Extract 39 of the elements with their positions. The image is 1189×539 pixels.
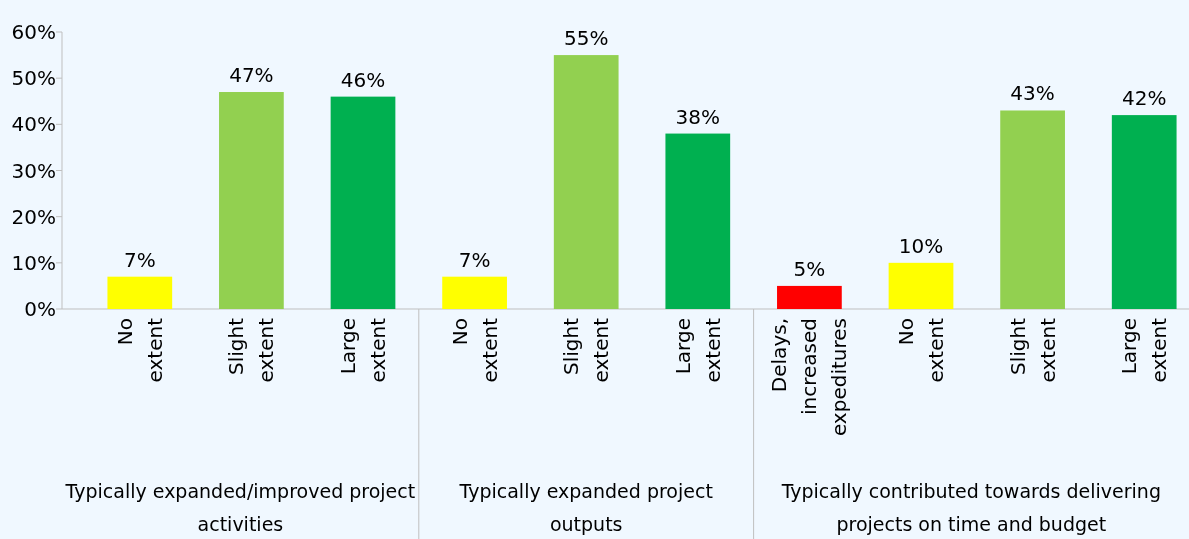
bar: [219, 92, 284, 309]
text: Typically contributed towards delivering projects on time and budget: [780, 480, 1161, 535]
data-label: 47%: [229, 63, 274, 88]
bar: [888, 262, 954, 309]
text: Typically expanded/improved project activities: [64, 480, 416, 535]
y-tick-label: 60%: [11, 20, 56, 44]
x-tick-label: No extent: [112, 317, 167, 383]
x-tick-label: Slight extent: [224, 317, 279, 383]
data-label: 7%: [123, 247, 156, 272]
x-tick-label: Large extent: [336, 317, 390, 383]
data-label: 7%: [458, 247, 491, 272]
x-tick-label: Slight extent: [559, 317, 614, 383]
bar: [665, 133, 731, 309]
y-tick-label: 50%: [11, 66, 56, 91]
y-tick-label: 30%: [11, 158, 56, 183]
bar: [330, 96, 396, 309]
y-tick-label: 20%: [11, 204, 56, 229]
text: Typically expanded project outputs: [458, 480, 713, 535]
bar: [442, 276, 507, 309]
data-label: 55%: [563, 26, 609, 51]
bar: [553, 55, 619, 309]
data-label: 38%: [675, 104, 721, 129]
bar: [107, 276, 173, 309]
x-tick-label: No extent: [894, 317, 948, 383]
y-tick-label: 10%: [11, 250, 56, 275]
x-tick-label: Large extent: [1117, 317, 1172, 383]
bar: [1111, 115, 1177, 309]
data-label: 46%: [340, 67, 386, 92]
y-tick-label: 0%: [24, 297, 56, 321]
data-label: 43%: [1010, 81, 1055, 106]
data-label: 42%: [1121, 86, 1167, 111]
data-label: 10%: [898, 233, 944, 258]
x-tick-label: Slight extent: [1005, 317, 1060, 383]
bar: [1000, 110, 1065, 309]
bar: [777, 285, 842, 309]
x-tick-label: No extent: [447, 317, 502, 383]
y-tick-label: 40%: [11, 112, 56, 137]
data-label: 5%: [793, 256, 826, 281]
x-tick-label: Large extent: [670, 317, 725, 383]
